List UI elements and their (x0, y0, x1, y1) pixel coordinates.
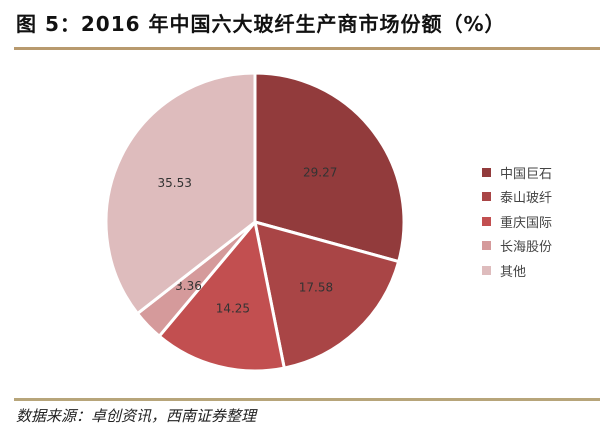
legend-label: 长海股份 (500, 240, 553, 256)
chart-title: 图 5：2016 年中国六大玻纤生产商市场份额（%） (16, 12, 506, 36)
legend-swatch (482, 167, 491, 177)
pie-slice (253, 71, 406, 264)
source-note: 数据来源：卓创资讯，西南证券整理 (16, 407, 257, 425)
data-label: 3.36 (175, 279, 202, 293)
title-divider (14, 47, 600, 50)
legend: 中国巨石 泰山玻纤 重庆国际 长海股份 其他 (482, 160, 552, 283)
legend-swatch (482, 265, 491, 275)
legend-item: 长海股份 (482, 234, 552, 259)
legend-label: 泰山玻纤 (500, 191, 553, 207)
pie-slice (104, 71, 257, 316)
legend-item: 泰山玻纤 (482, 185, 552, 210)
legend-item: 中国巨石 (482, 160, 552, 185)
legend-swatch (482, 192, 491, 202)
pie-slice (253, 219, 401, 370)
legend-item: 重庆国际 (482, 209, 552, 234)
data-label: 35.53 (157, 176, 191, 190)
legend-label: 其他 (500, 264, 527, 280)
data-label: 17.58 (299, 280, 333, 294)
data-label: 29.27 (303, 165, 337, 179)
data-label: 14.25 (216, 302, 250, 316)
legend-item: 其他 (482, 258, 552, 283)
legend-label: 重庆国际 (500, 215, 553, 231)
legend-swatch (482, 241, 491, 251)
legend-label: 中国巨石 (500, 166, 553, 182)
footer-divider (14, 398, 600, 401)
pie-slice (157, 218, 287, 373)
legend-swatch (482, 216, 491, 226)
